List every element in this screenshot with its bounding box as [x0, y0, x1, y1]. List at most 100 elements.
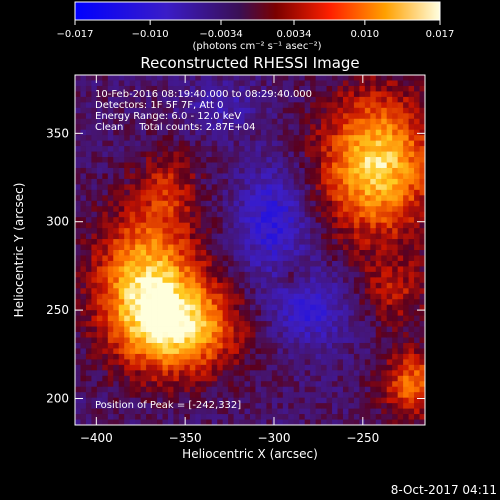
heatmap-cell — [80, 397, 87, 404]
heatmap-cell — [271, 255, 278, 262]
heatmap-cell — [195, 211, 202, 218]
heatmap-cell — [91, 113, 98, 120]
heatmap-cell — [315, 124, 322, 131]
heatmap-cell — [239, 299, 245, 306]
heatmap-cell — [321, 107, 327, 114]
heatmap-cell — [75, 364, 81, 371]
heatmap-cell — [222, 266, 229, 273]
heatmap-cell — [381, 244, 388, 251]
heatmap-cell — [211, 206, 218, 213]
heatmap-cell — [189, 124, 196, 131]
heatmap-cell — [167, 217, 174, 224]
heatmap-cell — [408, 326, 415, 333]
heatmap-cell — [239, 326, 245, 333]
heatmap-cell — [102, 140, 109, 147]
heatmap-cell — [342, 282, 349, 289]
heatmap-cell — [107, 386, 114, 393]
heatmap-cell — [151, 85, 158, 92]
heatmap-cell — [146, 277, 152, 284]
heatmap-cell — [189, 228, 196, 234]
heatmap-cell — [315, 299, 322, 306]
heatmap-cell — [113, 162, 120, 169]
heatmap-cell — [244, 107, 251, 114]
heatmap-cell — [353, 233, 360, 240]
heatmap-cell — [146, 321, 152, 327]
heatmap-cell — [244, 118, 251, 125]
heatmap-cell — [162, 310, 169, 317]
heatmap-cell — [299, 140, 306, 147]
heatmap-cell — [195, 80, 202, 87]
heatmap-cell — [162, 381, 169, 388]
heatmap-cell — [211, 419, 218, 426]
heatmap-cell — [157, 332, 163, 338]
heatmap-cell — [189, 184, 196, 191]
heatmap-cell — [173, 255, 180, 262]
heatmap-cell — [146, 217, 152, 224]
heatmap-cell — [140, 381, 147, 388]
heatmap-cell — [299, 75, 306, 81]
heatmap-cell — [342, 310, 349, 317]
heatmap-cell — [217, 80, 224, 87]
heatmap-cell — [80, 381, 87, 388]
heatmap-cell — [260, 80, 267, 87]
heatmap-cell — [102, 124, 109, 131]
heatmap-cell — [288, 178, 295, 185]
heatmap-cell — [386, 96, 393, 103]
heatmap-cell — [260, 124, 267, 131]
heatmap-cell — [353, 124, 360, 131]
heatmap-cell — [353, 146, 360, 152]
heatmap-cell — [359, 348, 366, 355]
heatmap-cell — [386, 386, 393, 393]
annotation-energy-range: Energy Range: 6.0 - 12.0 keV — [95, 111, 241, 122]
heatmap-cell — [140, 277, 147, 284]
heatmap-cell — [222, 348, 229, 355]
heatmap-cell — [370, 178, 377, 185]
heatmap-cell — [250, 386, 256, 393]
heatmap-cell — [151, 271, 158, 278]
heatmap-cell — [233, 370, 240, 377]
heatmap-cell — [370, 337, 377, 344]
heatmap-cell — [359, 124, 366, 131]
heatmap-cell — [332, 310, 338, 317]
heatmap-cell — [255, 392, 262, 399]
heatmap-cell — [75, 91, 81, 98]
heatmap-cell — [228, 375, 234, 382]
heatmap-cell — [244, 102, 251, 109]
heatmap-cell — [277, 157, 284, 163]
heatmap-cell — [113, 102, 120, 109]
heatmap-cell — [277, 173, 284, 180]
heatmap-cell — [91, 408, 98, 415]
heatmap-cell — [342, 200, 349, 207]
heatmap-cell — [414, 206, 420, 213]
heatmap-cell — [392, 326, 399, 333]
heatmap-cell — [151, 151, 158, 158]
heatmap-cell — [326, 211, 333, 218]
heatmap-cell — [337, 211, 344, 218]
heatmap-cell — [414, 151, 420, 158]
heatmap-cell — [397, 75, 404, 81]
heatmap-cell — [222, 337, 229, 344]
heatmap-cell — [364, 326, 371, 333]
heatmap-cell — [348, 80, 355, 87]
heatmap-cell — [178, 255, 185, 262]
heatmap-cell — [189, 151, 196, 158]
heatmap-cell — [96, 364, 103, 371]
heatmap-cell — [195, 255, 202, 262]
heatmap-cell — [310, 332, 317, 338]
heatmap-cell — [173, 375, 180, 382]
heatmap-cell — [107, 222, 114, 229]
heatmap-cell — [271, 200, 278, 207]
heatmap-cell — [381, 85, 388, 92]
heatmap-cell — [321, 250, 327, 256]
heatmap-cell — [206, 239, 213, 245]
heatmap-cell — [228, 364, 234, 371]
heatmap-cell — [146, 184, 152, 191]
heatmap-cell — [102, 337, 109, 344]
heatmap-cell — [140, 375, 147, 382]
heatmap-cell — [299, 244, 306, 251]
heatmap-cell — [162, 173, 169, 180]
heatmap-cell — [75, 146, 81, 152]
heatmap-cell — [288, 288, 295, 295]
heatmap-cell — [135, 211, 142, 218]
heatmap-cell — [233, 419, 240, 426]
